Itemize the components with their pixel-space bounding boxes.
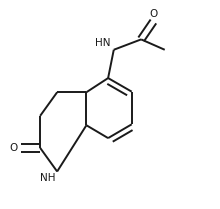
Text: O: O [149,9,158,19]
Text: O: O [9,143,18,153]
Text: NH: NH [40,173,55,183]
Text: HN: HN [95,38,110,48]
